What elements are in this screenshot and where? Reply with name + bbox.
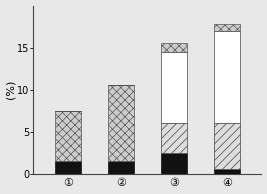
Bar [214, 169, 240, 174]
Bar [161, 52, 187, 123]
Bar [161, 123, 187, 152]
Bar [161, 152, 187, 174]
Bar [55, 161, 81, 174]
Bar [214, 123, 240, 169]
Bar [214, 31, 240, 123]
Bar [161, 43, 187, 52]
Bar [108, 85, 134, 161]
Bar [108, 161, 134, 174]
Bar [214, 24, 240, 31]
Y-axis label: (%): (%) [6, 80, 15, 99]
Bar [55, 111, 81, 161]
